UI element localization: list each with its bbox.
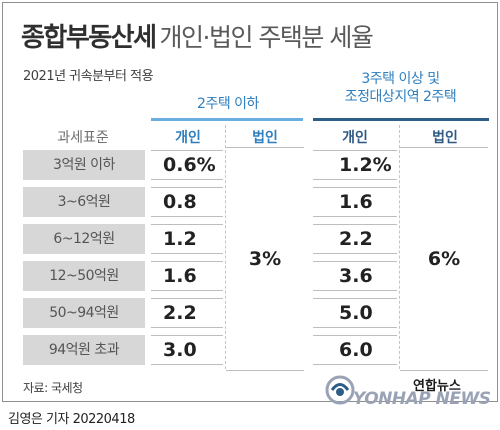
column-header-corporate-1: 법인 [252,130,278,146]
source-note: 자료: 국세청 [23,381,83,395]
corporate-rate-two-or-fewer: 3% [226,147,304,371]
group-header-three-or-more: 3주택 이상 및 조정대상지역 2주택 [313,70,488,106]
infographic-frame: 종합부동산세 개인·법인 주택분 세율 2021년 귀속분부터 적용 2주택 이하… [2,2,498,409]
column-divider [399,125,400,369]
column-divider [225,125,226,369]
column-header-personal-2: 개인 [342,130,368,146]
rate-cell: 3.6 [313,261,397,291]
yonhap-logo: 연합뉴스 YONHAP NEWS [325,371,495,409]
group-header-line-2: 조정대상지역 2주택 [344,89,457,105]
subtitle: 2021년 귀속분부터 적용 [23,69,154,84]
rate-cell: 1.2% [313,150,397,180]
rate-cell: 3.0 [151,335,223,365]
rate-cell: 0.8 [151,187,223,217]
bracket-label: 50~94억원 [23,298,145,328]
bracket-label: 3~6억원 [23,187,145,217]
group-divider-light [151,118,303,121]
byline: 김영은 기자 20220418 [8,412,135,427]
corporate-rate-three-or-more: 6% [400,147,488,371]
rate-cell: 0.6% [151,150,223,180]
yonhap-globe-icon [325,375,355,405]
title-main: 종합부동산세 [21,23,157,53]
rate-cell: 6.0 [313,335,397,365]
rate-cell: 5.0 [313,298,397,328]
group-header-line-1: 3주택 이상 및 [361,71,440,87]
page-title: 종합부동산세 개인·법인 주택분 세율 [21,17,374,54]
column-header-personal-1: 개인 [175,130,201,146]
group-header-two-or-fewer: 2주택 이하 [197,96,259,112]
column-header-corporate-2: 법인 [432,130,458,146]
rate-cell: 1.6 [313,187,397,217]
bracket-label: 3억원 이하 [23,150,145,180]
logo-korean-text: 연합뉴스 [413,379,461,394]
rate-cell: 2.2 [151,298,223,328]
title-sub: 개인·법인 주택분 세율 [159,23,374,52]
rate-cell: 1.6 [151,261,223,291]
bracket-label: 6~12억원 [23,224,145,254]
rate-cell: 1.2 [151,224,223,254]
column-header-bracket: 과세표준 [57,130,109,146]
group-divider-dark [313,118,489,121]
bracket-label: 94억원 초과 [23,335,145,365]
logo-english-text: YONHAP NEWS [353,389,491,409]
rate-cell: 2.2 [313,224,397,254]
bracket-label: 12~50억원 [23,261,145,291]
